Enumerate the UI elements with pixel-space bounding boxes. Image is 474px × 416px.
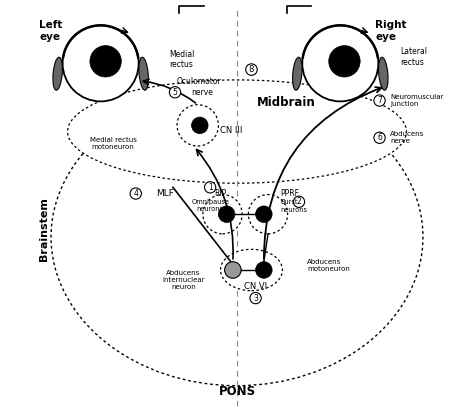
Text: nerve: nerve: [191, 88, 213, 97]
Text: Abducens
internuclear
neuron: Abducens internuclear neuron: [162, 270, 205, 290]
Circle shape: [329, 46, 360, 77]
Text: MLF: MLF: [156, 189, 174, 198]
Text: Neuromuscular
junction: Neuromuscular junction: [390, 94, 443, 107]
Ellipse shape: [220, 249, 283, 291]
Text: PONS: PONS: [219, 385, 255, 399]
Text: Right
eye: Right eye: [375, 20, 407, 42]
Circle shape: [302, 25, 378, 102]
Text: neurons: neurons: [281, 207, 307, 213]
Text: PPRF: PPRF: [281, 189, 300, 198]
Text: 5: 5: [173, 88, 177, 97]
Circle shape: [219, 206, 235, 223]
Ellipse shape: [53, 57, 63, 90]
Ellipse shape: [68, 80, 406, 183]
Ellipse shape: [177, 105, 219, 146]
Text: Abducens
nerve: Abducens nerve: [390, 131, 424, 144]
Text: neurons: neurons: [197, 206, 224, 212]
Ellipse shape: [292, 57, 302, 90]
Text: RIP: RIP: [214, 189, 227, 198]
Ellipse shape: [248, 195, 288, 234]
Text: CN III: CN III: [220, 126, 243, 135]
Text: Lateral
rectus: Lateral rectus: [400, 47, 427, 67]
Ellipse shape: [51, 88, 423, 386]
Circle shape: [255, 262, 272, 278]
Text: CN VI: CN VI: [244, 282, 267, 291]
Text: 8: 8: [249, 65, 254, 74]
Text: Burst: Burst: [281, 199, 298, 205]
Text: 7: 7: [377, 96, 382, 105]
Circle shape: [191, 117, 208, 134]
Text: Oculomotor: Oculomotor: [177, 77, 222, 87]
Circle shape: [63, 25, 139, 102]
Text: Medial rectus
motoneuron: Medial rectus motoneuron: [90, 137, 137, 151]
Ellipse shape: [379, 57, 388, 90]
Ellipse shape: [139, 57, 148, 90]
Ellipse shape: [203, 195, 242, 234]
Text: Brainstem: Brainstem: [38, 197, 49, 260]
Text: 6: 6: [377, 133, 382, 142]
Circle shape: [225, 262, 241, 278]
Circle shape: [255, 206, 272, 223]
Text: 4: 4: [133, 189, 138, 198]
Text: 2: 2: [297, 197, 301, 206]
Text: Left
eye: Left eye: [39, 20, 63, 42]
Circle shape: [90, 46, 121, 77]
Text: 3: 3: [253, 294, 258, 302]
Text: Midbrain: Midbrain: [257, 96, 316, 109]
Text: Abducens
motoneuron: Abducens motoneuron: [307, 259, 350, 272]
Text: Medial
rectus: Medial rectus: [169, 50, 194, 69]
Text: 1: 1: [208, 183, 212, 192]
Text: Omnipause: Omnipause: [191, 199, 229, 205]
